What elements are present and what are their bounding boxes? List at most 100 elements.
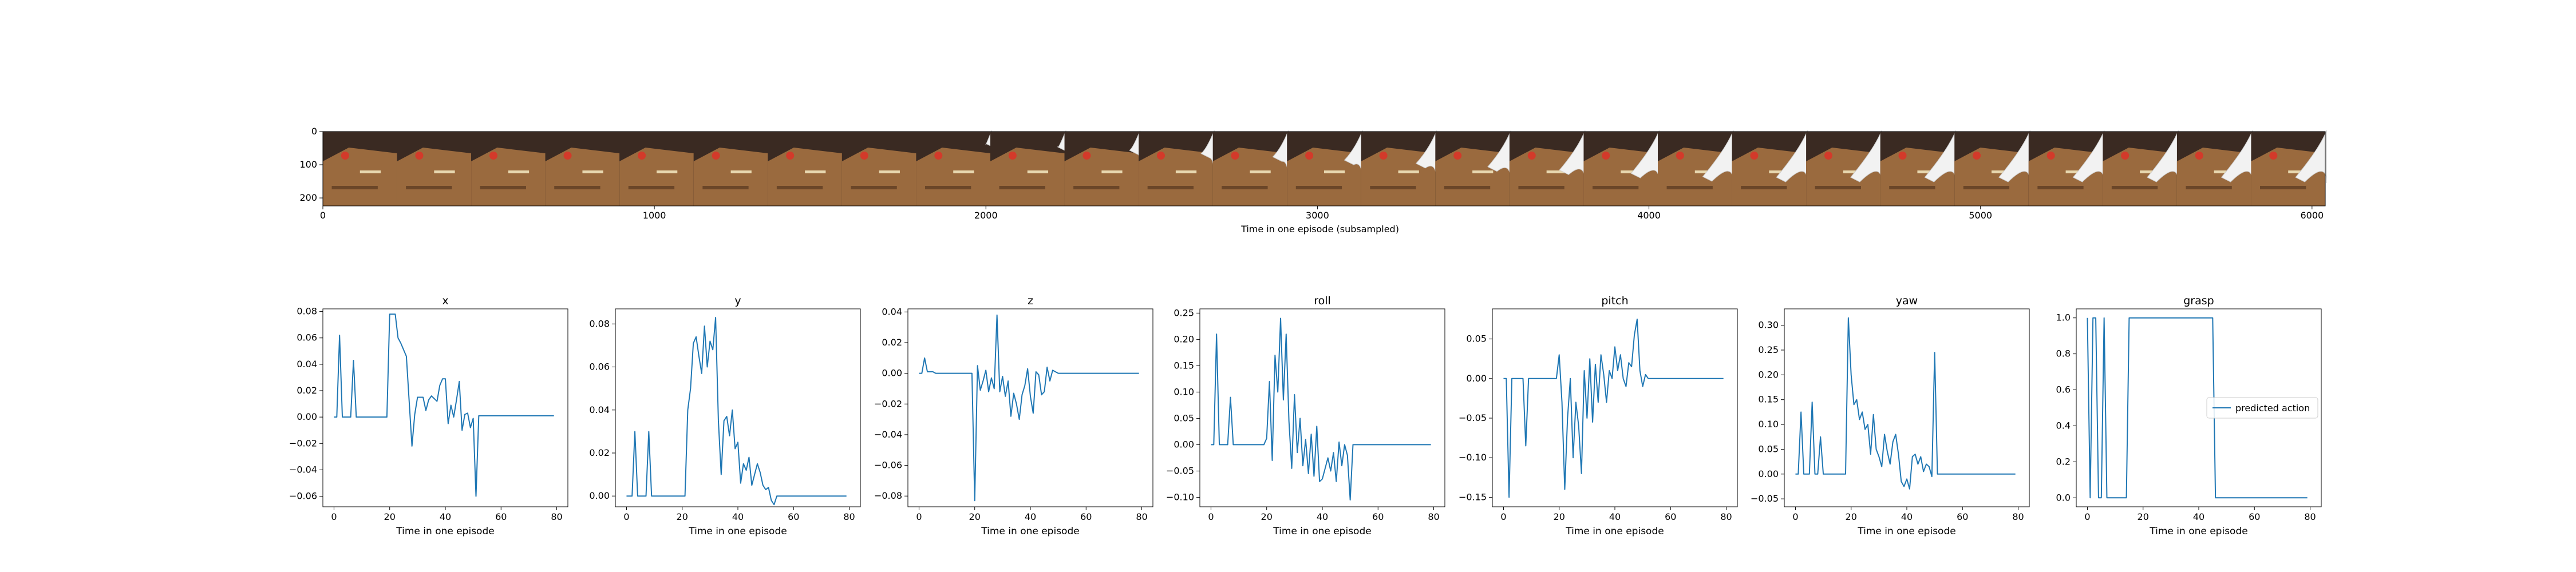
film-frame xyxy=(1212,130,1289,206)
chart-roll: roll 0 20 40 60 80 −0.10 −0.05 0.00 0.05 0.10 0.15 0… xyxy=(1166,295,1445,537)
x-axis-label: Time in one episode xyxy=(396,526,494,537)
y-tick-label: 0.10 xyxy=(1174,386,1194,397)
x-tick-label: 20 xyxy=(1846,511,1857,522)
frame-object xyxy=(2195,152,2203,160)
film-frame xyxy=(1954,130,2030,206)
x-tick-label: 80 xyxy=(1428,511,1439,522)
frame-object xyxy=(563,152,572,160)
frame-table-edge xyxy=(1295,186,1342,189)
frame-table-edge xyxy=(1444,186,1491,189)
frame-object xyxy=(1824,152,1832,160)
frame-object xyxy=(1898,152,1907,160)
film-strip-x-tick-label: 2000 xyxy=(974,210,998,221)
frame-table-edge xyxy=(1963,186,2010,189)
frame-table-edge xyxy=(628,186,675,189)
frame-table-edge xyxy=(2111,186,2158,189)
x-tick-label: 60 xyxy=(495,511,507,522)
x-tick-label: 0 xyxy=(623,511,629,522)
film-frame xyxy=(841,132,916,206)
frame-table-edge xyxy=(702,186,749,189)
frame-table xyxy=(1509,148,1584,206)
frame-tool xyxy=(1101,170,1123,173)
x-tick-label: 60 xyxy=(1957,511,1968,522)
frame-table xyxy=(1954,148,2029,206)
y-tick-label: 0.8 xyxy=(2056,348,2071,359)
chart-x: x 0 20 40 60 80 −0.06 −0.04 −0.02 0.00 0.02 0.04 0.0… xyxy=(289,295,568,537)
x-tick-label: 80 xyxy=(2012,511,2024,522)
frame-table xyxy=(397,148,472,206)
frame-table xyxy=(471,148,546,206)
frame-object xyxy=(1379,152,1388,160)
frame-table-edge xyxy=(2259,186,2306,189)
frame-table-edge xyxy=(1889,186,1935,189)
y-tick-label: 0.4 xyxy=(2056,420,2071,431)
frame-tool xyxy=(2065,170,2087,173)
x-tick-label: 40 xyxy=(1025,511,1036,522)
frame-object xyxy=(1676,152,1684,160)
frame-tool xyxy=(1027,170,1049,173)
frame-table-edge xyxy=(554,186,600,189)
frame-table xyxy=(1287,148,1361,206)
legend-box xyxy=(2206,397,2318,419)
frame-tool xyxy=(1472,170,1494,173)
frame-tool xyxy=(1992,170,2013,173)
frame-tool xyxy=(953,170,974,173)
y-tick-label: −0.15 xyxy=(1459,491,1487,502)
frame-table xyxy=(323,148,397,206)
series-line xyxy=(334,313,554,497)
y-tick-label: 0.0 xyxy=(2056,492,2071,503)
x-tick-label: 60 xyxy=(1372,511,1384,522)
y-tick-label: 0.06 xyxy=(297,332,317,343)
film-frame xyxy=(1064,130,1141,206)
frame-object xyxy=(1305,152,1314,160)
y-tick-label: 0.02 xyxy=(589,447,610,458)
frame-tool xyxy=(657,170,678,173)
legend-entry: predicted action xyxy=(2235,403,2310,414)
y-tick-label: −0.04 xyxy=(874,429,902,440)
chart-title: yaw xyxy=(1896,295,1918,307)
frame-object xyxy=(1453,152,1462,160)
frame-object xyxy=(1750,152,1759,160)
frame-object xyxy=(1527,152,1536,160)
film-frame xyxy=(1435,130,1511,206)
frame-tool xyxy=(1917,170,1938,173)
y-tick-label: 0.06 xyxy=(589,362,610,372)
frame-tool xyxy=(1324,170,1345,173)
x-axis-label: Time in one episode xyxy=(2149,526,2247,537)
x-axis-label: Time in one episode xyxy=(981,526,1079,537)
frame-table-edge xyxy=(924,186,971,189)
frame-table xyxy=(1806,148,1880,206)
frame-tool xyxy=(2288,170,2309,173)
legend: predicted action xyxy=(2206,397,2318,419)
film-frame xyxy=(2103,130,2179,206)
film-frame xyxy=(2176,130,2253,206)
y-tick-label: 0.00 xyxy=(1466,373,1487,384)
x-tick-label: 80 xyxy=(2304,511,2316,522)
x-tick-label: 60 xyxy=(788,511,799,522)
x-tick-label: 60 xyxy=(1080,511,1092,522)
frame-table xyxy=(990,148,1065,206)
x-tick-label: 20 xyxy=(2138,511,2149,522)
frame-table xyxy=(2176,148,2251,206)
chart-pitch: pitch 0 20 40 60 80 −0.15 −0.10 −0.05 0.00 0.05 Tim… xyxy=(1459,295,1738,537)
y-tick-label: 0.6 xyxy=(2056,384,2071,395)
frame-tool xyxy=(1546,170,1567,173)
frame-tool xyxy=(730,170,752,173)
frame-object xyxy=(1231,152,1239,160)
x-tick-label: 80 xyxy=(551,511,562,522)
series-line xyxy=(626,317,847,506)
x-tick-label: 20 xyxy=(384,511,396,522)
frame-object xyxy=(1973,152,1981,160)
x-tick-label: 20 xyxy=(677,511,688,522)
frame-tool xyxy=(1398,170,1419,173)
frame-table xyxy=(545,148,620,206)
film-frame xyxy=(397,132,472,206)
frame-object xyxy=(638,152,646,160)
frame-table xyxy=(1732,148,1807,206)
frame-table-edge xyxy=(999,186,1045,189)
frame-tool xyxy=(1769,170,1790,173)
film-frame xyxy=(990,130,1068,206)
action-charts: x0 20 40 60 80−0.06−0.04−0.020.000.020.040.0… xyxy=(289,295,2322,537)
y-tick-label: 0.00 xyxy=(589,490,610,501)
chart-title: pitch xyxy=(1601,295,1628,307)
